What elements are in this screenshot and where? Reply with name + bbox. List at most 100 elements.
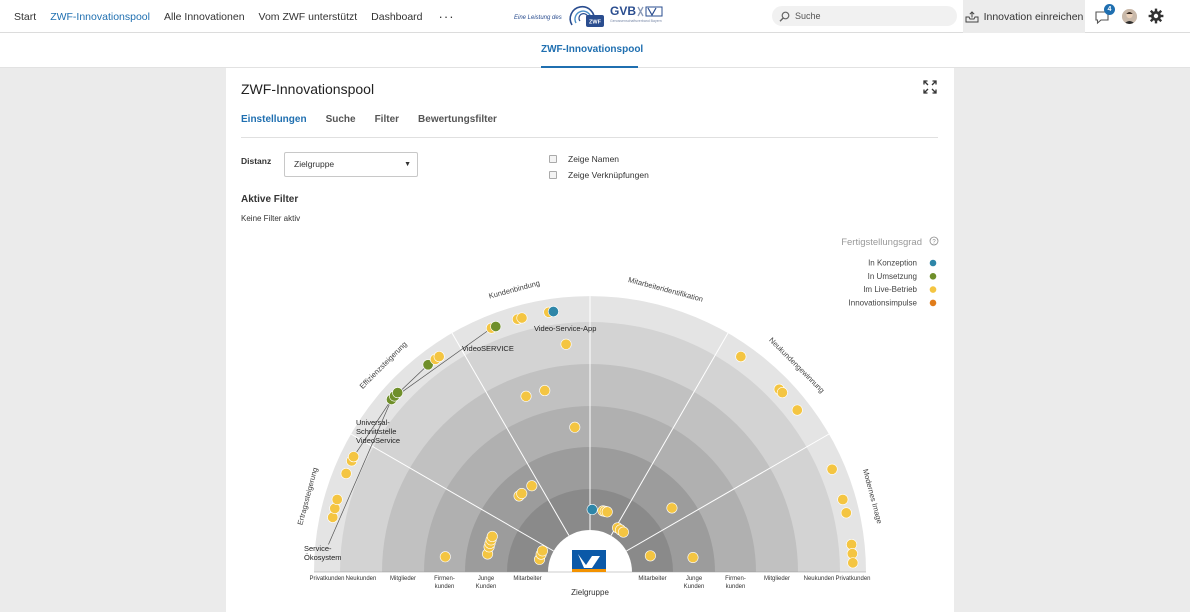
- distanz-label: Distanz: [241, 156, 272, 166]
- nav-vom-zwf-unterstuetzt[interactable]: Vom ZWF unterstützt: [258, 10, 358, 23]
- innovation-point[interactable]: [644, 550, 656, 562]
- innovation-point[interactable]: [348, 451, 360, 463]
- search-box[interactable]: [772, 6, 957, 26]
- nav-more-menu[interactable]: ···: [438, 9, 455, 24]
- search-input[interactable]: [795, 11, 945, 21]
- innovation-point[interactable]: [490, 320, 502, 332]
- checkbox-zeige-namen[interactable]: Zeige Namen: [549, 154, 619, 164]
- innovation-point[interactable]: [516, 312, 528, 324]
- innovation-point[interactable]: [840, 507, 852, 519]
- zielgruppe-tick-label: Mitarbeiter: [638, 576, 666, 582]
- innovation-point[interactable]: [666, 502, 678, 514]
- innovation-radar-chart: ErtragssteigerungEffizienzsteigerungKund…: [295, 236, 939, 597]
- innovation-point[interactable]: [846, 548, 858, 560]
- innovation-point[interactable]: [826, 463, 838, 475]
- center-bank-logo: [572, 550, 606, 572]
- aktive-filter-empty-text: Keine Filter aktiv: [241, 214, 301, 223]
- distanz-select-value: Zielgruppe: [294, 159, 335, 169]
- checkbox-label: Zeige Namen: [568, 154, 620, 164]
- innovation-point[interactable]: [791, 404, 803, 416]
- innovation-point[interactable]: [486, 530, 498, 542]
- innovation-point[interactable]: [687, 552, 699, 564]
- innovation-point[interactable]: [586, 504, 598, 516]
- settings-tabs: Einstellungen Suche Filter Bewertungsfil…: [241, 112, 938, 138]
- category-label: Modernes Image: [861, 468, 884, 525]
- category-label: Ertragssteigerung: [295, 467, 319, 527]
- innovation-point[interactable]: [837, 494, 849, 506]
- nav-start[interactable]: Start: [14, 10, 37, 23]
- distanz-select[interactable]: Zielgruppe ▼: [284, 152, 418, 177]
- nav-dashboard[interactable]: Dashboard: [371, 10, 423, 23]
- zielgruppe-tick-label: Mitglieder: [390, 576, 416, 582]
- innovation-point[interactable]: [433, 351, 445, 363]
- notification-count-badge: 4: [1104, 4, 1115, 15]
- innovation-name-label: VideoSERVICE: [462, 344, 514, 353]
- innovation-einreichen-button[interactable]: Innovation einreichen: [963, 0, 1085, 33]
- nav-alle-innovationen[interactable]: Alle Innovationen: [163, 10, 245, 23]
- gvb-logo-text: GVB: [610, 4, 637, 18]
- tab-zwf-innovationspool[interactable]: ZWF-Innovationspool: [541, 33, 643, 68]
- logo-tagline: Eine Leistung des: [514, 15, 562, 21]
- innovation-point[interactable]: [536, 545, 548, 557]
- innovation-point[interactable]: [547, 306, 559, 318]
- radar-spoke: [350, 433, 554, 552]
- tab-bewertungsfilter[interactable]: Bewertungsfilter: [418, 114, 497, 125]
- checkbox-box[interactable]: [549, 171, 557, 179]
- innovation-point[interactable]: [516, 488, 528, 500]
- legend-swatch: [929, 259, 937, 267]
- innovation-point[interactable]: [331, 494, 343, 506]
- legend-entry: Im Live-Betrieb: [863, 285, 917, 294]
- innovation-point[interactable]: [601, 506, 613, 518]
- chart-x-axis-title: Zielgruppe: [571, 588, 609, 597]
- legend-swatch: [929, 286, 937, 293]
- zielgruppe-tick-label: Junge Kunden: [476, 576, 497, 590]
- aktive-filter-heading: Aktive Filter: [241, 194, 299, 205]
- innovation-point[interactable]: [776, 387, 788, 399]
- zielgruppe-tick-label: Neukunden: [804, 576, 835, 582]
- logo[interactable]: Eine Leistung des ZWF GVB Genossenschaft…: [512, 3, 664, 30]
- innovation-point[interactable]: [340, 467, 352, 479]
- top-navigation-bar: Start ZWF-Innovationspool Alle Innovatio…: [0, 0, 1190, 33]
- innovation-point[interactable]: [846, 539, 858, 551]
- tab-suche[interactable]: Suche: [325, 114, 356, 125]
- main-nav: Start ZWF-Innovationspool Alle Innovatio…: [0, 0, 455, 33]
- innovation-point[interactable]: [392, 387, 404, 399]
- nav-zwf-innovationspool[interactable]: ZWF-Innovationspool: [50, 10, 150, 23]
- inbox-upload-icon: [965, 10, 979, 22]
- innovation-einreichen-label: Innovation einreichen: [983, 10, 1084, 23]
- category-label: Mitarbeiteridentifikation: [627, 275, 704, 304]
- innovation-point[interactable]: [735, 351, 747, 363]
- innovation-point[interactable]: [526, 480, 538, 492]
- checkbox-box[interactable]: [549, 155, 557, 163]
- caret-down-icon: ▼: [404, 161, 411, 168]
- gvb-subtitle: Genossenschaftsverband Bayern: [610, 19, 662, 23]
- zielgruppe-tick-label: Firmen-kunden: [434, 576, 455, 590]
- gvb-vr-icon: [637, 6, 663, 17]
- settings-gear-icon[interactable]: [1148, 8, 1164, 24]
- legend-swatch: [929, 299, 937, 307]
- innovation-point[interactable]: [847, 557, 859, 569]
- innovation-name-label: Video-Service-App: [534, 324, 596, 333]
- innovation-point[interactable]: [520, 390, 532, 402]
- search-icon: [779, 11, 790, 22]
- innovation-point[interactable]: [539, 385, 551, 397]
- innovation-link: [353, 399, 392, 457]
- innovationspool-card: ZWF-Innovationspool Einstellungen Suche …: [226, 68, 954, 612]
- help-icon[interactable]: [929, 236, 939, 246]
- innovation-point[interactable]: [439, 551, 451, 563]
- innovation-point[interactable]: [569, 421, 581, 433]
- tab-einstellungen[interactable]: Einstellungen: [241, 114, 307, 125]
- innovation-point[interactable]: [560, 338, 572, 350]
- innovation-point[interactable]: [422, 359, 434, 371]
- innovation-point[interactable]: [327, 511, 339, 523]
- fullscreen-icon[interactable]: [923, 80, 937, 94]
- innovation-point[interactable]: [617, 526, 629, 538]
- innovation-name-label: Service-Ökosystem: [304, 544, 342, 562]
- notifications-button[interactable]: 4: [1094, 4, 1115, 27]
- checkbox-zeige-verknuepfungen[interactable]: Zeige Verknüpfungen: [549, 170, 649, 180]
- tab-filter[interactable]: Filter: [374, 114, 400, 125]
- radar-spoke: [626, 433, 830, 552]
- radar-spoke: [610, 332, 729, 536]
- svg-text:?: ?: [932, 240, 936, 246]
- user-avatar[interactable]: [1122, 9, 1137, 24]
